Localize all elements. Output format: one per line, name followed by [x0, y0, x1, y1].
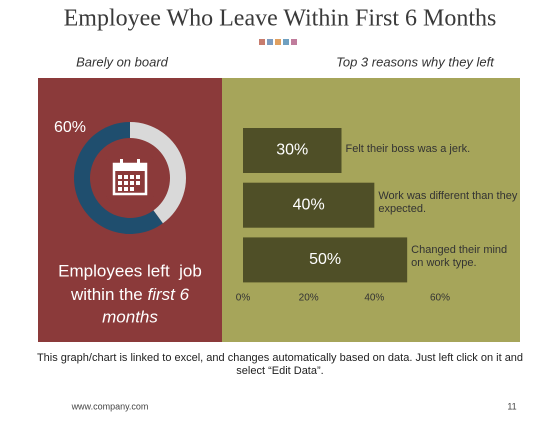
bar-value-label: 30% [276, 142, 308, 159]
statement-text: within the [70, 285, 148, 304]
bar-value-label: 50% [309, 251, 341, 268]
bar [243, 128, 342, 173]
slide-title: Employee Who Leave Within First 6 Months [64, 6, 497, 32]
deco-square [259, 39, 265, 45]
title-decoration [259, 39, 297, 45]
statement-line: within the first 6 [70, 285, 190, 304]
donut-chart: 60% [54, 119, 186, 234]
calendar-icon [106, 154, 154, 202]
x-tick-label: 40% [364, 293, 384, 304]
deco-square [291, 39, 297, 45]
bar-category-label: Felt their boss was a jerk. [345, 143, 471, 155]
bar-category-box: Changed their mind on work type. [411, 244, 508, 270]
bar [243, 237, 408, 283]
deco-square [283, 39, 289, 45]
icon-header [114, 164, 146, 171]
bar-category-label: Changed their mind on work type. [411, 244, 508, 270]
x-tick-label: 20% [299, 293, 319, 304]
statement-emphasis: first 6 [147, 285, 189, 304]
bar-chart: 0% 20% 40% 60% 30% Felt their boss was a jerk… [236, 128, 518, 304]
bar-value-label: 40% [293, 196, 325, 213]
website: www.company.com [71, 401, 149, 411]
donut-label: 60% [54, 119, 86, 136]
x-tick-label: 0% [236, 293, 251, 304]
donut-segment [130, 122, 186, 224]
donut-segment [74, 122, 163, 234]
bar-category-box: Felt their boss was a jerk. [345, 143, 471, 155]
icon-grid [118, 175, 140, 191]
right-heading: Top 3 reasons why they left [336, 54, 495, 69]
deco-square [267, 39, 273, 45]
note-box: This graph/chart is linked to excel, and… [36, 352, 524, 377]
icon-ring [120, 159, 123, 167]
statement-line: Employees left job [58, 261, 202, 280]
bar-category-box: Work was different than they expected. [378, 189, 518, 215]
note: This graph/chart is linked to excel, and… [36, 352, 524, 377]
left-heading: Barely on board [76, 54, 169, 69]
x-tick-label: 60% [430, 293, 450, 304]
bar-category-label: Work was different than they expected. [378, 189, 518, 215]
icon-ring [137, 159, 140, 167]
deco-square [275, 39, 281, 45]
statement-line: months [102, 307, 158, 326]
page-number: 11 [507, 401, 516, 411]
bar [243, 182, 375, 228]
